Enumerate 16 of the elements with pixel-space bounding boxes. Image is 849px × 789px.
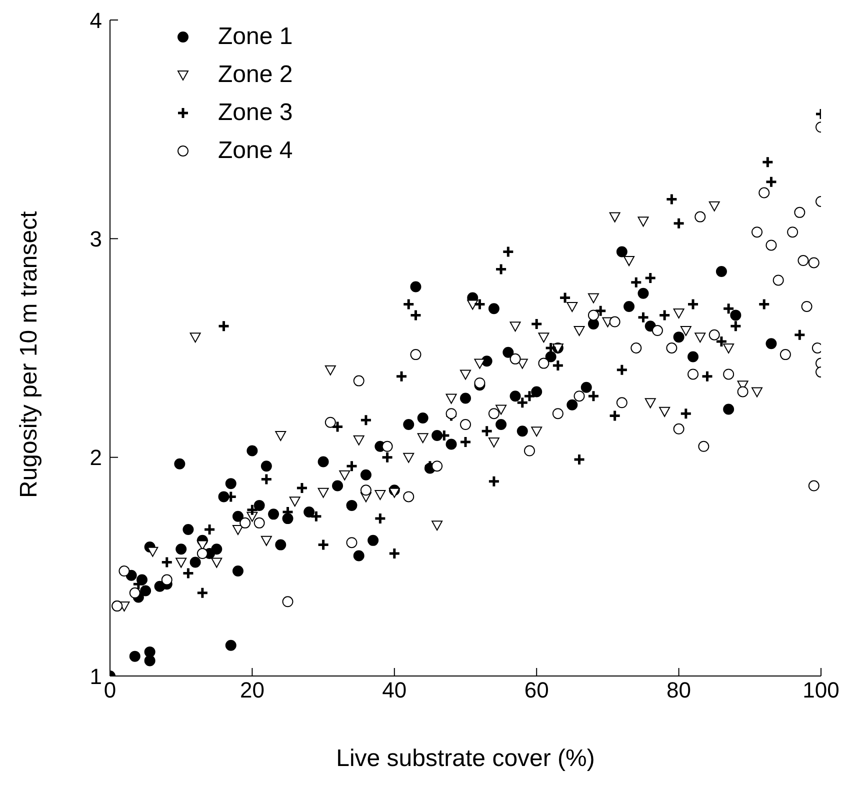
x-tick-label: 20 xyxy=(240,678,264,703)
y-tick-label: 4 xyxy=(90,8,102,33)
x-tick-label: 40 xyxy=(382,678,407,703)
y-tick-label: 3 xyxy=(90,226,102,252)
x-tick-label: 100 xyxy=(802,678,840,703)
legend-label: Zone 3 xyxy=(218,99,293,127)
legend-label: Zone 2 xyxy=(218,61,293,89)
y-tick-label: 1 xyxy=(90,664,102,689)
x-axis-title: Live substrate cover (%) xyxy=(336,745,595,772)
x-tick-label: 0 xyxy=(104,678,116,703)
x-tick-label: 80 xyxy=(666,678,692,703)
y-axis-title: Rugosity per 10 m transect xyxy=(16,210,43,498)
legend-label: Zone 1 xyxy=(218,23,293,51)
x-tick-label: 60 xyxy=(524,678,549,703)
legend-label: Zone 4 xyxy=(218,137,293,165)
y-tick-label: 2 xyxy=(90,445,102,470)
